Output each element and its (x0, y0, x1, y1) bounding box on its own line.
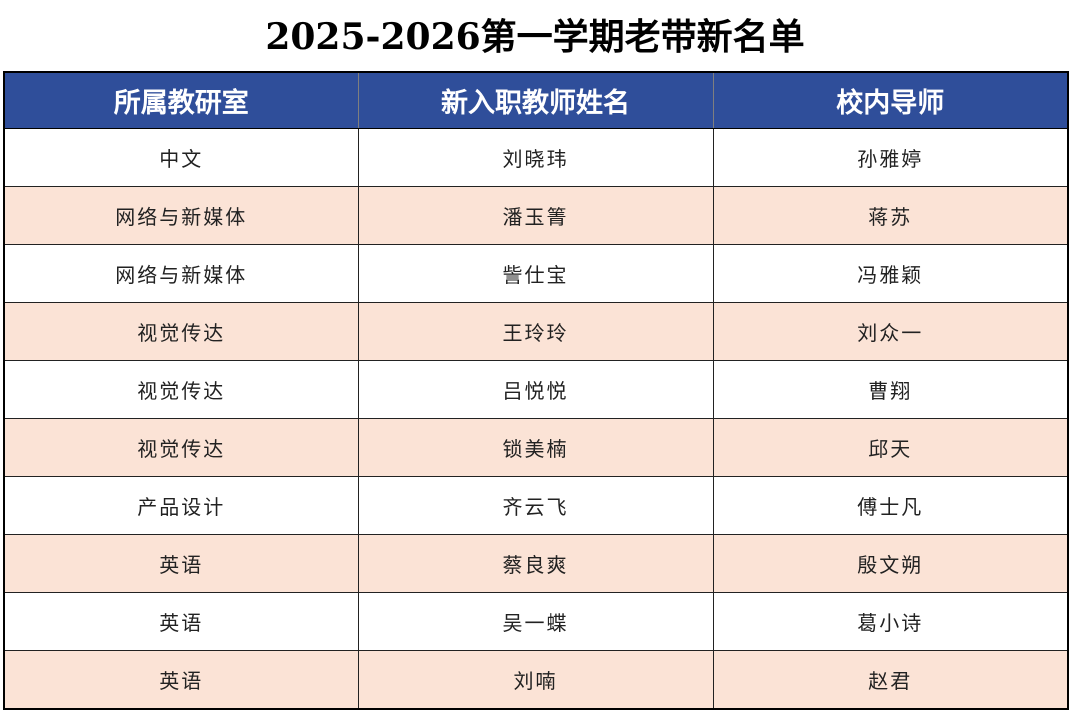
cell-department: 视觉传达 (3, 360, 359, 419)
table-header-row: 所属教研室 新入职教师姓名 校内导师 (3, 71, 1069, 129)
cell-department: 中文 (3, 128, 359, 187)
cell-new-teacher: 蔡良爽 (357, 534, 714, 593)
cell-mentor: 孙雅婷 (712, 128, 1069, 187)
table-row: 英语 吴一蝶 葛小诗 (3, 592, 1069, 651)
table-row: 视觉传达 锁美楠 邱天 (3, 418, 1069, 477)
cell-mentor: 邱天 (712, 418, 1069, 477)
cell-mentor: 傅士凡 (712, 476, 1069, 535)
cell-department: 英语 (3, 534, 359, 593)
cell-new-teacher: 訾仕宝 (357, 244, 714, 303)
cell-mentor: 冯雅颖 (712, 244, 1069, 303)
table-row: 网络与新媒体 訾仕宝 冯雅颖 (3, 244, 1069, 303)
cell-new-teacher: 刘喃 (357, 650, 714, 710)
cell-new-teacher: 吕悦悦 (357, 360, 714, 419)
cell-new-teacher: 潘玉箐 (357, 186, 714, 245)
cell-department: 视觉传达 (3, 418, 359, 477)
table-row: 英语 蔡良爽 殷文朔 (3, 534, 1069, 593)
cell-new-teacher: 齐云飞 (357, 476, 714, 535)
mentor-table: 所属教研室 新入职教师姓名 校内导师 中文 刘晓玮 孙雅婷 网络与新媒体 潘玉箐… (3, 71, 1069, 710)
cell-mentor: 殷文朔 (712, 534, 1069, 593)
cell-mentor: 刘众一 (712, 302, 1069, 361)
table-row: 产品设计 齐云飞 傅士凡 (3, 476, 1069, 535)
cell-new-teacher: 刘晓玮 (357, 128, 714, 187)
cell-department: 英语 (3, 592, 359, 651)
table-row: 网络与新媒体 潘玉箐 蒋苏 (3, 186, 1069, 245)
page-title: 2025-2026第一学期老带新名单 (265, 16, 805, 58)
cell-department: 产品设计 (3, 476, 359, 535)
table-row: 视觉传达 吕悦悦 曹翔 (3, 360, 1069, 419)
cell-new-teacher: 王玲玲 (357, 302, 714, 361)
table-row: 英语 刘喃 赵君 (3, 650, 1069, 710)
table-row: 中文 刘晓玮 孙雅婷 (3, 128, 1069, 187)
header-new-teacher: 新入职教师姓名 (357, 71, 714, 129)
header-mentor: 校内导师 (712, 71, 1069, 129)
header-department: 所属教研室 (3, 71, 359, 129)
cell-department: 网络与新媒体 (3, 186, 359, 245)
cell-mentor: 赵君 (712, 650, 1069, 710)
cell-department: 网络与新媒体 (3, 244, 359, 303)
table-row: 视觉传达 王玲玲 刘众一 (3, 302, 1069, 361)
cell-mentor: 蒋苏 (712, 186, 1069, 245)
cell-mentor: 曹翔 (712, 360, 1069, 419)
cell-mentor: 葛小诗 (712, 592, 1069, 651)
cell-new-teacher: 吴一蝶 (357, 592, 714, 651)
cell-department: 视觉传达 (3, 302, 359, 361)
cell-new-teacher: 锁美楠 (357, 418, 714, 477)
cell-department: 英语 (3, 650, 359, 710)
